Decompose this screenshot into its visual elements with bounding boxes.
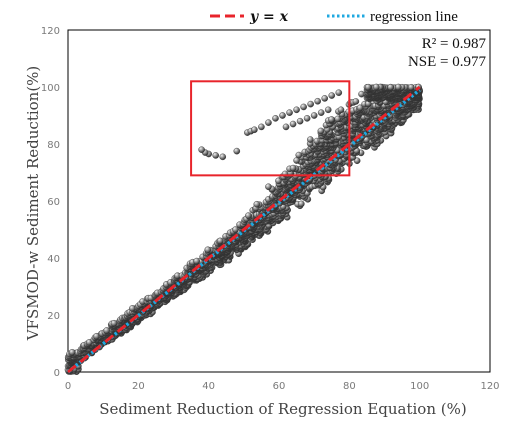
data-point bbox=[298, 200, 305, 208]
x-tick-label: 60 bbox=[273, 381, 286, 392]
highlight-box bbox=[190, 80, 351, 177]
data-point bbox=[407, 83, 415, 91]
data-point bbox=[334, 115, 342, 123]
data-point bbox=[395, 83, 402, 91]
data-point bbox=[204, 246, 212, 254]
data-point bbox=[303, 115, 311, 122]
data-point bbox=[293, 106, 300, 114]
data-point bbox=[324, 106, 332, 114]
data-point bbox=[265, 119, 272, 126]
data-point bbox=[129, 305, 136, 312]
data-point bbox=[279, 112, 286, 119]
data-point bbox=[193, 257, 200, 265]
legend-regression-label: regression line bbox=[370, 9, 458, 25]
data-point bbox=[307, 100, 314, 108]
data-point bbox=[296, 117, 304, 125]
x-axis-ticks: 0 20 40 60 80 100 120 bbox=[65, 381, 500, 392]
data-point bbox=[233, 147, 241, 155]
x-tick-label: 120 bbox=[480, 381, 499, 392]
data-point bbox=[272, 115, 279, 122]
data-point bbox=[253, 200, 261, 208]
data-point bbox=[282, 123, 290, 131]
data-point bbox=[352, 98, 360, 105]
data-point bbox=[335, 89, 343, 96]
data-point bbox=[373, 83, 380, 91]
data-point bbox=[364, 83, 372, 91]
data-point bbox=[328, 92, 336, 99]
data-point bbox=[317, 109, 325, 116]
legend-yx-label: y = x bbox=[249, 9, 289, 25]
x-tick-label: 40 bbox=[202, 381, 215, 392]
data-point bbox=[300, 103, 307, 111]
nse-stat: NSE = 0.977 bbox=[408, 54, 487, 70]
data-point bbox=[245, 212, 252, 219]
x-tick-label: 20 bbox=[132, 381, 145, 392]
data-point bbox=[219, 153, 227, 161]
y-tick-label: 80 bbox=[47, 140, 60, 151]
x-tick-label: 0 bbox=[65, 381, 71, 392]
data-point bbox=[103, 327, 110, 334]
data-point bbox=[307, 136, 314, 143]
y-tick-label: 60 bbox=[47, 197, 60, 208]
data-point bbox=[289, 164, 297, 172]
data-point bbox=[353, 157, 361, 165]
data-point bbox=[358, 90, 365, 98]
data-point bbox=[310, 112, 318, 119]
y-tick-label: 0 bbox=[54, 368, 60, 379]
data-point bbox=[314, 97, 321, 105]
x-tick-label: 80 bbox=[343, 381, 356, 392]
trend-lines bbox=[66, 85, 421, 374]
data-point bbox=[68, 349, 76, 356]
data-point bbox=[251, 126, 258, 134]
r2-stat: R² = 0.987 bbox=[422, 36, 487, 52]
data-point bbox=[258, 123, 265, 131]
data-point bbox=[328, 116, 335, 123]
y-tick-label: 20 bbox=[47, 311, 60, 322]
data-point bbox=[387, 83, 394, 91]
data-point bbox=[110, 319, 118, 327]
y-axis-ticks: 0 20 40 60 80 100 120 bbox=[41, 26, 60, 379]
y-tick-label: 100 bbox=[41, 83, 60, 94]
data-point bbox=[295, 151, 303, 159]
x-tick-label: 100 bbox=[410, 381, 429, 392]
data-point bbox=[289, 120, 297, 128]
data-point bbox=[337, 106, 345, 114]
data-point bbox=[317, 127, 325, 135]
x-axis-title: Sediment Reduction of Regression Equatio… bbox=[99, 400, 466, 418]
legend: y = x regression line bbox=[210, 9, 458, 25]
data-point bbox=[286, 109, 293, 116]
data-point bbox=[212, 152, 219, 159]
y-tick-label: 40 bbox=[47, 254, 60, 265]
data-point bbox=[321, 95, 329, 102]
identity-line bbox=[67, 85, 421, 374]
y-axis-title: VFSMOD-w Sediment Reduction(%) bbox=[24, 66, 42, 342]
y-tick-label: 120 bbox=[41, 26, 60, 37]
data-point bbox=[216, 237, 224, 245]
data-point bbox=[265, 183, 272, 191]
data-point bbox=[198, 146, 205, 153]
